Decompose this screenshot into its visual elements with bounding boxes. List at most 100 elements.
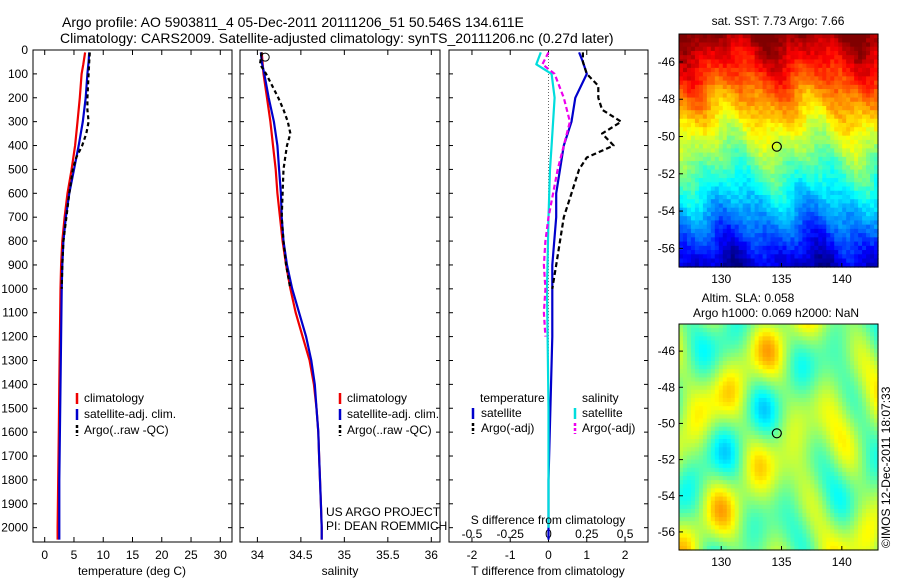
map-cell (750, 451, 756, 457)
map-cell (830, 237, 835, 243)
map-cell (818, 250, 823, 255)
map-cell (774, 451, 780, 457)
map-cell (694, 254, 700, 260)
map-cell (874, 84, 879, 90)
map-cell (858, 397, 863, 403)
map-cell (770, 118, 776, 124)
map-cell (694, 471, 700, 477)
map-cell (778, 228, 784, 234)
map-cell (754, 182, 760, 188)
map-cell (870, 406, 875, 411)
map-cell (846, 377, 851, 383)
map-cell (814, 169, 819, 175)
map-cell (702, 207, 708, 213)
map-cell (842, 203, 847, 209)
map-cell (718, 439, 724, 444)
map-cell (862, 216, 867, 221)
map-cell (834, 131, 839, 137)
map-cell (778, 101, 784, 107)
map-cell (694, 459, 700, 465)
map-cell (679, 451, 684, 457)
map-cell (850, 190, 855, 196)
map-cell (726, 332, 732, 337)
map-cell (790, 385, 796, 391)
map-cell (702, 199, 708, 205)
map-cell (710, 72, 716, 77)
map-cell (682, 365, 688, 370)
map-cell (738, 369, 744, 374)
map-cell (858, 356, 863, 362)
map-cell (726, 241, 732, 247)
map-cell (798, 106, 803, 111)
map-cell (858, 237, 863, 243)
map-cell (786, 59, 792, 65)
map-cell (694, 186, 700, 192)
map-cell (858, 156, 863, 162)
map-cell (770, 165, 776, 171)
map-cell (858, 476, 863, 481)
map-cell (750, 352, 756, 358)
map-cell (686, 80, 692, 86)
map-cell (834, 135, 839, 141)
map-cell (854, 332, 859, 337)
map-cell (802, 55, 807, 61)
map-cell (762, 165, 768, 171)
map-cell (694, 434, 700, 440)
map-cell (806, 393, 811, 399)
map-cell (786, 389, 792, 395)
x-tick-label: 1 (583, 548, 590, 562)
map-cell (778, 59, 784, 65)
map-cell (762, 344, 768, 350)
map-cell (698, 463, 704, 469)
map-cell (846, 471, 851, 477)
map-cell (710, 381, 716, 387)
map-cell (782, 241, 788, 247)
map-cell (826, 72, 831, 77)
map-cell (790, 106, 796, 111)
map-cell (770, 480, 776, 485)
map-cell (766, 55, 772, 61)
map-cell (790, 152, 796, 158)
map-cell (750, 241, 756, 247)
map-cell (686, 101, 692, 107)
map-cell (842, 76, 847, 82)
map-cell (762, 55, 768, 61)
map-cell (758, 443, 764, 448)
map-cell (718, 178, 724, 183)
map-cell (798, 476, 803, 481)
map-cell (726, 447, 732, 452)
map-cell (738, 360, 744, 366)
map-cell (706, 97, 712, 103)
map-cell (770, 237, 776, 243)
map-cell (694, 122, 700, 128)
map-cell (730, 169, 736, 175)
map-cell (714, 127, 720, 133)
map-cell (806, 373, 811, 379)
map-cell (862, 84, 867, 90)
map-cell (838, 324, 843, 329)
map-cell (734, 178, 740, 183)
map-cell (858, 377, 863, 383)
map-cell (782, 55, 788, 61)
map-cell (858, 89, 863, 94)
map-cell (806, 434, 811, 440)
map-cell (854, 139, 859, 145)
map-cell (738, 34, 744, 39)
map-cell (770, 101, 776, 107)
map-cell (702, 418, 708, 424)
map-cell (786, 173, 792, 179)
map-cell (862, 480, 867, 485)
map-cell (702, 471, 708, 477)
map-cell (862, 63, 867, 69)
map-cell (682, 418, 688, 424)
map-cell (794, 262, 799, 268)
map-cell (686, 336, 692, 342)
map-cell (698, 207, 704, 213)
map-cell (714, 144, 720, 149)
map-cell (814, 101, 819, 107)
map-cell (750, 439, 756, 444)
map-cell (694, 101, 700, 107)
map-cell (734, 110, 740, 116)
map-cell (790, 410, 796, 415)
map-cell (679, 148, 684, 154)
